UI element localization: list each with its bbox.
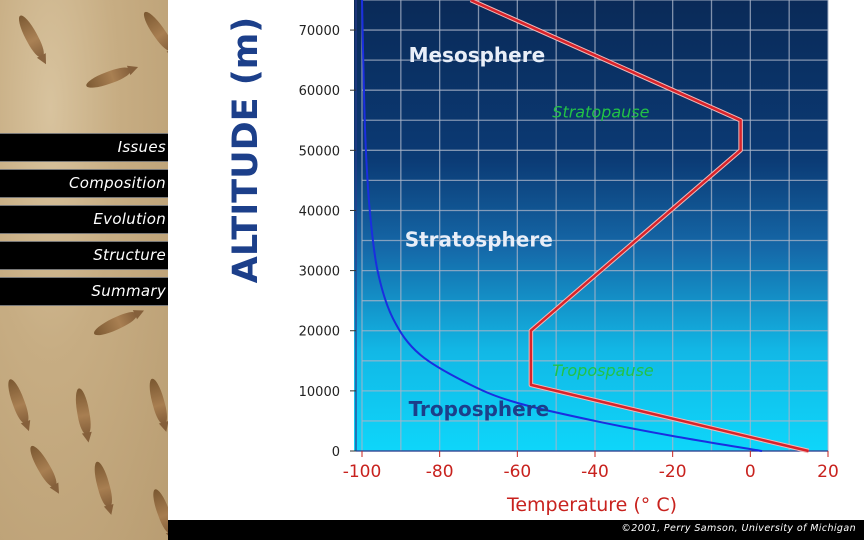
copyright-credit: ©2001, Perry Samson, University of Michi…	[621, 523, 856, 534]
nav-item-issues[interactable]: Issues	[0, 133, 168, 162]
layer-annotation: Stratopause	[552, 102, 649, 121]
nav-item-evolution[interactable]: Evolution	[0, 205, 168, 234]
x-tick-label: 20	[817, 462, 839, 482]
y-tick-label: 30000	[299, 265, 340, 280]
footer-bar: ©2001, Perry Samson, University of Michi…	[168, 520, 864, 540]
temperature-profile-line	[470, 0, 809, 453]
x-tick-label: -100	[343, 462, 382, 482]
y-tick-label: 70000	[299, 24, 340, 39]
sidebar	[0, 0, 168, 540]
humidity-like-blue-curve	[361, 0, 763, 452]
x-tick-label: 0	[745, 462, 756, 482]
layer-annotation: Mesosphere	[409, 43, 546, 67]
y-tick-label: 0	[332, 445, 340, 460]
layer-annotation: Stratosphere	[405, 228, 553, 252]
nav-item-composition[interactable]: Composition	[0, 169, 168, 198]
layer-annotation: Troposphere	[409, 397, 550, 421]
x-axis-label: Temperature (° C)	[506, 494, 677, 516]
y-tick-label: 20000	[299, 325, 340, 340]
x-tick-label: -80	[426, 462, 454, 482]
y-tick-label: 60000	[299, 84, 340, 99]
nav-item-structure[interactable]: Structure	[0, 241, 168, 270]
plot-background	[354, 0, 828, 451]
y-tick-label: 40000	[299, 204, 340, 219]
x-tick-label: -20	[659, 462, 687, 482]
y-tick-label: 10000	[299, 385, 340, 400]
nav-item-summary[interactable]: Summary	[0, 277, 168, 306]
y-tick-label: 50000	[299, 144, 340, 159]
x-tick-label: -40	[581, 462, 609, 482]
layer-annotation: Tropospause	[552, 361, 654, 380]
x-tick-label: -60	[503, 462, 531, 482]
